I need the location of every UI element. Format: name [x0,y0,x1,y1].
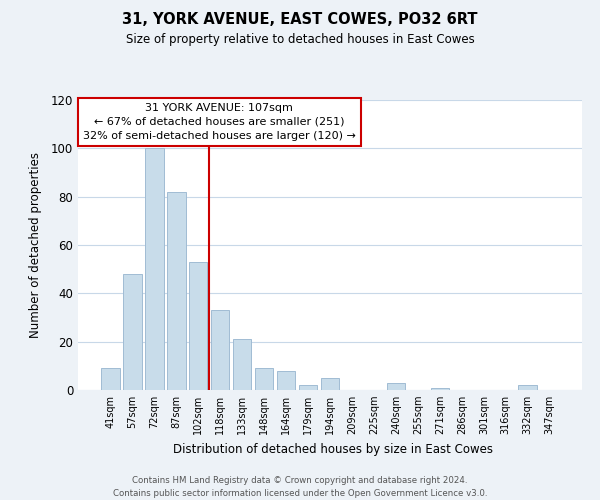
Bar [145,148,164,390]
Text: Contains HM Land Registry data © Crown copyright and database right 2024.
Contai: Contains HM Land Registry data © Crown c… [113,476,487,498]
Bar [233,339,251,390]
Text: 31 YORK AVENUE: 107sqm
← 67% of detached houses are smaller (251)
32% of semi-de: 31 YORK AVENUE: 107sqm ← 67% of detached… [83,103,356,141]
Bar [518,385,537,390]
Bar [320,378,340,390]
Text: Size of property relative to detached houses in East Cowes: Size of property relative to detached ho… [125,32,475,46]
Bar [255,368,274,390]
Bar [189,262,208,390]
Bar [211,310,229,390]
Text: Distribution of detached houses by size in East Cowes: Distribution of detached houses by size … [173,442,493,456]
Bar [277,370,295,390]
Y-axis label: Number of detached properties: Number of detached properties [29,152,43,338]
Bar [167,192,185,390]
Bar [123,274,142,390]
Bar [299,385,317,390]
Bar [386,383,405,390]
Bar [431,388,449,390]
Text: 31, YORK AVENUE, EAST COWES, PO32 6RT: 31, YORK AVENUE, EAST COWES, PO32 6RT [122,12,478,28]
Bar [101,368,119,390]
